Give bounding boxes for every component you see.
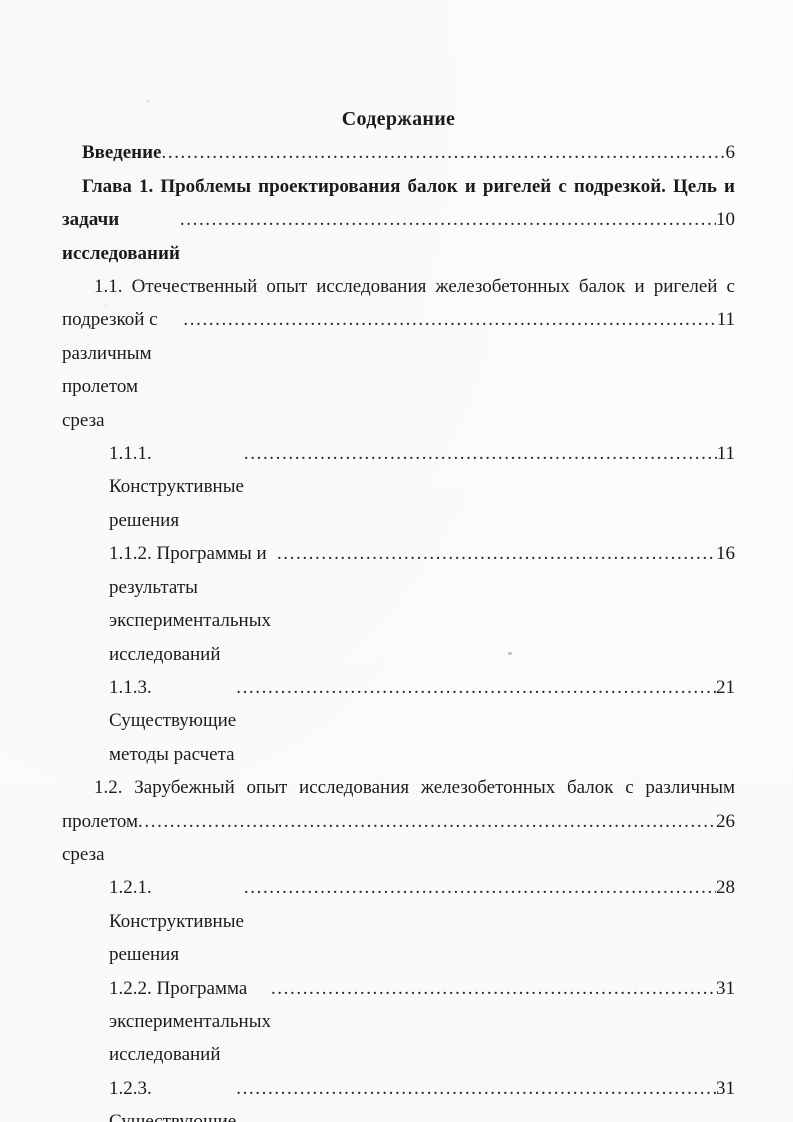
toc-entry-line: 1.2. Зарубежный опыт исследования железо… bbox=[94, 777, 735, 799]
toc-entry-label: 1.1.1. Конструктивные решения bbox=[109, 443, 244, 531]
page-number: 11 bbox=[716, 443, 735, 465]
toc-entry-1-2-2: 1.2.2. Программа экспериментальных иссле… bbox=[62, 972, 735, 1072]
page-number: 10 bbox=[716, 209, 735, 231]
scan-artifact bbox=[105, 305, 107, 307]
scan-artifact bbox=[508, 652, 512, 655]
toc-entry-line: 1.2.3. Существующие методы расчета......… bbox=[62, 1072, 735, 1122]
toc-entry-label: 1.2.1. Конструктивные решения bbox=[109, 877, 244, 966]
toc-entry-line: пролетом среза..........................… bbox=[62, 805, 735, 872]
toc-entry-1-1-2: 1.1.2. Программы и результаты эксперимен… bbox=[62, 537, 735, 671]
dot-leader: ........................................… bbox=[138, 810, 716, 832]
page-number: 31 bbox=[716, 1077, 735, 1099]
toc-entry-line: 1.1.2. Программы и результаты эксперимен… bbox=[62, 537, 735, 671]
dot-leader: ........................................… bbox=[183, 309, 717, 331]
toc-entry-label: пролетом среза bbox=[62, 810, 139, 865]
page-number: 11 bbox=[716, 309, 735, 331]
toc-entry-label: 1.2.3. Существующие методы расчета bbox=[109, 1077, 237, 1122]
toc-entry-label: 1.1.3. Существующие методы расчета bbox=[109, 676, 237, 765]
toc-entry-1-2-1: 1.2.1. Конструктивные решения...........… bbox=[62, 871, 735, 971]
toc-entry-glava-1: Глава 1. Проблемы проектирования балок и… bbox=[62, 170, 735, 270]
toc-entry-label: 1.2.2. Программа экспериментальных иссле… bbox=[109, 977, 271, 1066]
toc-entry-1-1-1: 1.1.1. Конструктивные решения...........… bbox=[62, 437, 735, 537]
toc-entry-1-1: 1.1. Отечественный опыт исследования жел… bbox=[62, 270, 735, 437]
toc-entry-line: подрезкой с различным пролетом среза....… bbox=[62, 303, 735, 437]
page-number: 16 bbox=[716, 543, 735, 565]
page-number: 28 bbox=[716, 877, 735, 899]
dot-leader: ........................................… bbox=[236, 676, 716, 698]
toc-entry-vvedenie: Введение ...............................… bbox=[62, 136, 735, 169]
toc-entry-line: задачи исследований ....................… bbox=[62, 203, 735, 270]
toc-entry-label: подрезкой с различным пролетом среза bbox=[62, 309, 158, 431]
toc-entry-line: Глава 1. Проблемы проектирования балок и… bbox=[82, 175, 735, 197]
toc-entry-1-2: 1.2. Зарубежный опыт исследования железо… bbox=[62, 771, 735, 871]
page-number: 6 bbox=[725, 142, 736, 164]
dot-leader: ........................................… bbox=[179, 209, 716, 231]
dot-leader: ........................................… bbox=[243, 877, 716, 899]
scan-artifact bbox=[147, 100, 150, 102]
toc-entry-line: Введение ...............................… bbox=[62, 136, 735, 169]
toc-entry-label: 1.1.2. Программы и результаты эксперимен… bbox=[109, 543, 271, 665]
toc-entry-1-2-3: 1.2.3. Существующие методы расчета......… bbox=[62, 1072, 735, 1122]
dot-leader: ........................................… bbox=[236, 1077, 716, 1099]
table-of-contents: Введение ...............................… bbox=[62, 136, 735, 1122]
toc-entry-label: задачи исследований bbox=[62, 209, 180, 264]
dot-leader: ........................................… bbox=[276, 543, 716, 565]
dot-leader: ........................................… bbox=[243, 443, 717, 465]
toc-entry-line: 1.2.2. Программа экспериментальных иссле… bbox=[62, 972, 735, 1072]
page-number: 31 bbox=[716, 977, 735, 999]
page-title: Содержание bbox=[341, 108, 456, 130]
dot-leader: ........................................… bbox=[270, 977, 716, 999]
toc-entry-line: 1.1. Отечественный опыт исследования жел… bbox=[94, 276, 735, 298]
toc-entry-line: 1.1.3. Существующие методы расчета......… bbox=[62, 671, 735, 771]
page-number: 21 bbox=[716, 676, 735, 698]
dot-leader: ........................................… bbox=[161, 142, 726, 164]
toc-entry-1-1-3: 1.1.3. Существующие методы расчета......… bbox=[62, 671, 735, 771]
toc-entry-line: 1.1.1. Конструктивные решения...........… bbox=[62, 437, 735, 537]
toc-entry-line: 1.2.1. Конструктивные решения...........… bbox=[62, 871, 735, 971]
toc-entry-label: Введение bbox=[82, 142, 162, 164]
page-number: 26 bbox=[716, 810, 735, 832]
